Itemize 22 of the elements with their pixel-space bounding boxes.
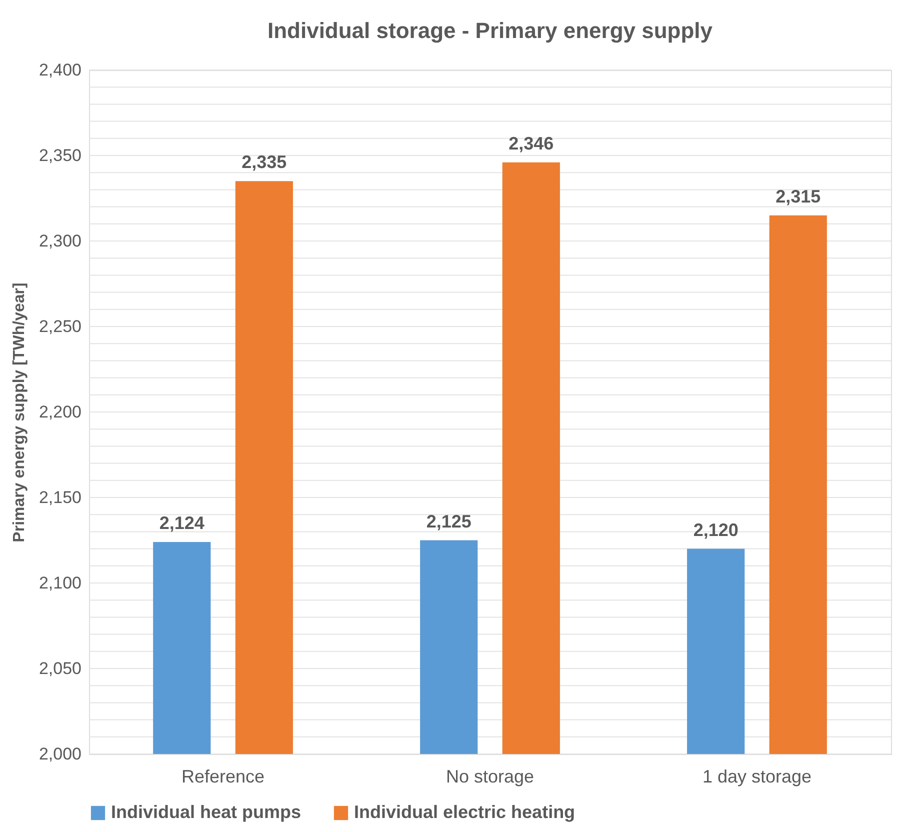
data-label: 2,315 [776, 186, 821, 206]
y-tick-label: 2,200 [38, 402, 82, 422]
y-tick-label: 2,300 [38, 232, 82, 250]
y-tick-label: 2,100 [38, 574, 82, 592]
y-tick-label: 2,000 [38, 744, 82, 764]
data-label: 2,125 [426, 511, 472, 532]
x-tick-label: Reference [181, 766, 265, 786]
y-tick-label: 2,350 [38, 146, 82, 165]
x-tick-label: No storage [446, 766, 534, 786]
data-label: 2,124 [159, 512, 204, 533]
legend-label: Individual electric heating [354, 802, 576, 822]
data-label: 2,346 [508, 133, 554, 154]
y-axis-title: Primary energy supply [TWh/year] [10, 282, 28, 542]
chart-title: Individual storage - Primary energy supply [267, 18, 714, 43]
y-tick-label: 2,250 [38, 317, 82, 336]
data-label: 2,120 [693, 520, 738, 540]
legend-label: Individual heat pumps [111, 802, 302, 822]
x-tick-label: 1 day storage [702, 766, 812, 786]
y-tick-label: 2,150 [38, 488, 82, 507]
data-label: 2,335 [242, 152, 287, 172]
y-tick-label: 2,050 [38, 659, 82, 678]
y-tick-label: 2,400 [38, 60, 82, 80]
